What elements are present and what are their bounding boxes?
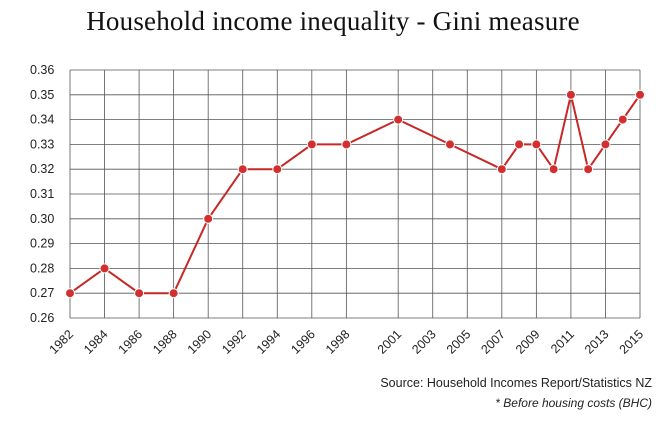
gini-data-point [237, 164, 248, 175]
source-note: Source: Household Incomes Report/Statist… [380, 376, 652, 390]
x-tick-label: 2005 [444, 327, 474, 357]
y-tick-label: 0.26 [30, 311, 54, 325]
gini-data-point [272, 164, 283, 175]
x-tick-label: 2003 [409, 327, 439, 357]
y-tick-label: 0.31 [30, 187, 54, 201]
y-tick-label: 0.32 [30, 162, 54, 176]
gini-data-point [617, 114, 628, 125]
gini-data-point [531, 139, 542, 150]
x-tick-label: 1998 [323, 327, 353, 357]
y-tick-label: 0.33 [30, 137, 54, 151]
gini-data-point [341, 139, 352, 150]
y-tick-label: 0.28 [30, 261, 54, 275]
x-tick-label: 1982 [47, 327, 77, 357]
gini-series-line [69, 93, 641, 295]
gini-data-point [565, 89, 576, 100]
gini-data-point [203, 213, 214, 224]
housing-costs-note: * Before housing costs (BHC) [495, 396, 652, 410]
gini-data-point [445, 139, 455, 150]
x-tick-label: 1996 [288, 327, 318, 357]
y-tick-label: 0.35 [30, 88, 54, 102]
gini-data-point [393, 114, 404, 125]
gini-data-point [514, 139, 525, 150]
x-tick-label: 2011 [548, 327, 577, 356]
gini-data-point [496, 164, 507, 175]
x-tick-label: 1984 [81, 327, 111, 357]
x-tick-label: 1988 [150, 327, 180, 357]
x-tick-label: 2015 [617, 327, 647, 357]
gini-data-point [65, 288, 75, 299]
gini-data-point [635, 89, 645, 100]
gini-data-point [600, 139, 611, 150]
gini-data-point [168, 288, 179, 299]
x-tick-label: 1994 [254, 327, 284, 357]
gini-data-point [306, 139, 317, 150]
x-tick-label: 2001 [375, 327, 405, 357]
y-tick-label: 0.30 [30, 212, 54, 226]
gini-data-point [134, 288, 145, 299]
gini-data-point [583, 164, 594, 175]
x-tick-label: 2007 [478, 327, 508, 357]
gini-data-point [548, 164, 559, 175]
gini-data-point [99, 263, 110, 274]
y-tick-label: 0.34 [30, 113, 54, 127]
x-tick-label: 2009 [513, 327, 543, 357]
y-tick-label: 0.29 [30, 237, 54, 251]
x-tick-label: 1986 [116, 327, 146, 357]
x-tick-label: 1992 [219, 327, 249, 357]
y-tick-label: 0.27 [30, 286, 54, 300]
y-tick-label: 0.36 [30, 63, 54, 77]
x-tick-label: 2013 [582, 327, 612, 357]
x-tick-label: 1990 [185, 327, 215, 357]
chart-title: Household income inequality - Gini measu… [86, 6, 580, 36]
